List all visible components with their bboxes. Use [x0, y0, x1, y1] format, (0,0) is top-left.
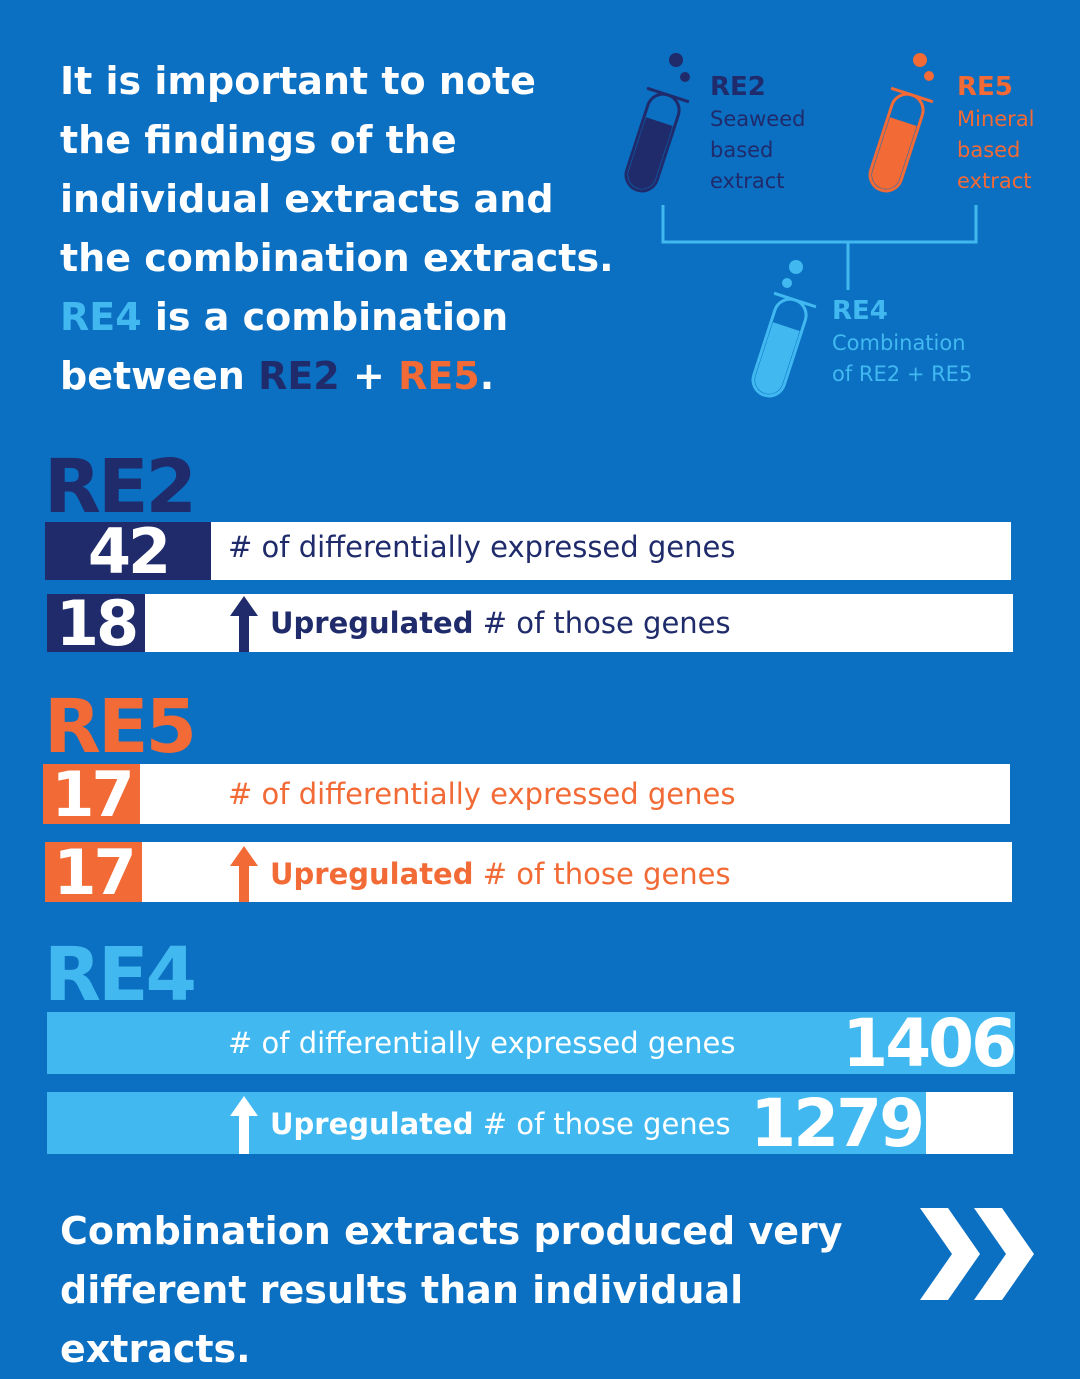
re4-deg-bar: [47, 1012, 1015, 1074]
re5-deg-label: # of differentially expressed genes: [228, 777, 736, 811]
re2-test-tube-icon: [624, 53, 690, 193]
re2-up-bar: [47, 594, 1013, 652]
next-chevron-icon[interactable]: [918, 1208, 1042, 1300]
re4-up-bar-fill: [47, 1092, 926, 1154]
re4-deg-count: 1406: [842, 1004, 1017, 1082]
re2-up-label: Upregulated # of those genes: [270, 606, 731, 640]
test-tube-diagram: [624, 53, 978, 398]
intro-re2: RE2: [258, 354, 340, 398]
re4-up-label: Upregulated # of those genes: [270, 1107, 731, 1141]
re2-deg-label: # of differentially expressed genes: [228, 530, 736, 564]
re4-up-count: 1279: [750, 1084, 925, 1162]
intro-re5: RE5: [398, 354, 480, 398]
section-title-re5: RE5: [44, 684, 197, 770]
re5-deg-count: 17: [43, 758, 140, 831]
re2-deg-count: 42: [45, 515, 211, 588]
re4-tube-label: RE4 Combination of RE2 + RE5: [832, 296, 973, 386]
re5-deg-bar: [43, 764, 1010, 824]
intro-text: It is important to note the findings of …: [60, 59, 614, 398]
re5-up-label: Upregulated # of those genes: [270, 857, 731, 891]
re2-tube-label: RE2 Seaweed based extract: [710, 72, 806, 193]
section-title-re2: RE2: [44, 444, 197, 530]
intro-re4: RE4: [60, 295, 142, 339]
re4-test-tube-icon: [751, 260, 817, 398]
conclusion-text: Combination extracts produced very diffe…: [60, 1209, 843, 1371]
up-arrow-icon: [230, 846, 258, 902]
re5-test-tube-icon: [868, 53, 934, 193]
re5-tube-label: RE5 Mineral based extract: [957, 72, 1035, 193]
re2-up-count: 18: [47, 587, 145, 660]
re5-up-bar: [45, 842, 1012, 902]
re5-up-count: 17: [45, 836, 142, 909]
up-arrow-icon: [230, 1096, 258, 1154]
up-arrow-icon: [230, 596, 258, 652]
section-title-re4: RE4: [44, 932, 197, 1018]
connector-bracket: [661, 205, 978, 290]
re4-deg-label: # of differentially expressed genes: [228, 1026, 736, 1060]
